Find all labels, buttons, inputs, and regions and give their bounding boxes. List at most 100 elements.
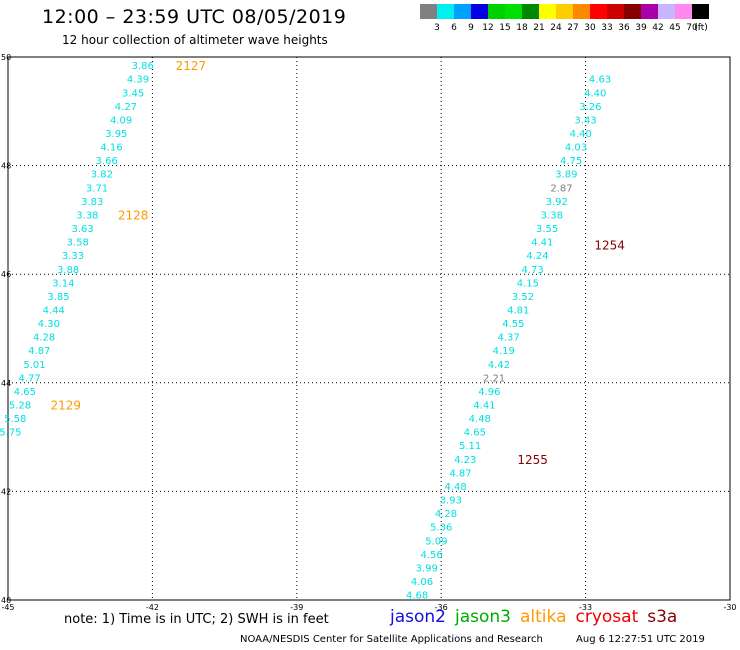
- scale-label: 15: [499, 23, 511, 33]
- wave-height-value: 3.89: [555, 170, 577, 181]
- scale-swatch: [658, 4, 675, 19]
- scale-swatch: [573, 4, 590, 19]
- wave-height-value: 4.09: [110, 115, 132, 126]
- wave-height-value: 3.38: [76, 210, 98, 221]
- y-tick-label: 42: [1, 487, 11, 496]
- chart-title: 12:00 – 23:59 UTC 08/05/2019: [42, 6, 347, 28]
- scale-swatch: [420, 4, 437, 19]
- credit-line: NOAA/NESDIS Center for Satellite Applica…: [240, 634, 705, 645]
- wave-height-value: 4.77: [19, 373, 41, 384]
- pass-time-label: 1254: [594, 238, 625, 252]
- scale-label: 6: [451, 23, 457, 33]
- wave-height-value: 4.96: [478, 387, 500, 398]
- wave-height-value: 4.41: [473, 401, 495, 412]
- wave-height-value: 3.58: [67, 238, 89, 249]
- wave-height-value: 3.33: [62, 251, 84, 262]
- wave-height-value: 4.48: [469, 414, 491, 425]
- wave-height-value: 5.09: [425, 536, 447, 547]
- wave-height-value: 4.87: [449, 468, 471, 479]
- wave-height-value: 4.65: [464, 428, 486, 439]
- scale-swatch: [624, 4, 641, 19]
- pass-time-label: 2127: [176, 59, 207, 73]
- wave-height-value: 3.63: [71, 224, 93, 235]
- y-tick-label: 44: [1, 379, 11, 388]
- legend-altika: altika: [520, 607, 567, 627]
- axis-ticks: -45 -42 -39 -36 -33 -30 40 42 44 46 48 50: [1, 53, 737, 612]
- wave-height-value: 4.27: [115, 102, 137, 113]
- wave-height-value: 2.87: [550, 183, 572, 194]
- scale-label: 12: [482, 23, 494, 33]
- wave-height-value: 4.65: [14, 387, 36, 398]
- scale-swatch: [641, 4, 658, 19]
- wave-height-value: 3.26: [579, 102, 601, 113]
- chart-subtitle: 12 hour collection of altimeter wave hei…: [62, 33, 328, 47]
- grid-lines: [7, 56, 731, 601]
- wave-height-value: 5.36: [430, 523, 452, 534]
- wave-height-value: 4.39: [127, 75, 149, 86]
- wave-height-value: 3.93: [440, 496, 462, 507]
- wave-height-value: 4.42: [488, 360, 510, 371]
- wave-height-value: 4.28: [435, 509, 457, 520]
- legend-s3a: s3a: [647, 607, 678, 627]
- wave-height-value: 4.81: [507, 305, 529, 316]
- wave-height-value: 4.41: [531, 238, 553, 249]
- plot-frame: [7, 56, 731, 601]
- scale-label: 21: [533, 23, 545, 33]
- wave-height-value: 4.40: [570, 129, 592, 140]
- wave-height-value: 4.48: [445, 482, 467, 493]
- scale-label: 30: [584, 23, 596, 33]
- wave-height-value: 3.83: [81, 197, 103, 208]
- scale-swatch: [488, 4, 505, 19]
- y-tick-label: 50: [1, 53, 11, 62]
- scale-label: 36: [618, 23, 630, 33]
- x-tick-label: -39: [290, 603, 303, 612]
- scale-label: 42: [652, 23, 664, 33]
- credit-text: NOAA/NESDIS Center for Satellite Applica…: [240, 634, 543, 645]
- scale-label: 33: [601, 23, 613, 33]
- scale-swatch: [522, 4, 539, 19]
- wave-height-value: 3.85: [47, 292, 69, 303]
- wave-height-value: 4.16: [100, 143, 122, 154]
- scale-label: 70: [686, 23, 698, 33]
- wave-height-value: 5.01: [23, 360, 45, 371]
- wave-height-value: 3.82: [91, 170, 113, 181]
- wave-height-value: 3.71: [86, 183, 108, 194]
- satellite-legend: jason2 jason3 altika cryosat s3a: [390, 607, 686, 627]
- wave-height-value: 3.66: [96, 156, 118, 167]
- scale-label: 3: [434, 23, 440, 33]
- wave-height-value: 4.55: [502, 319, 524, 330]
- wave-height-value: 4.15: [517, 278, 539, 289]
- x-tick-label: -42: [146, 603, 159, 612]
- scale-swatch: [454, 4, 471, 19]
- wave-height-value: 3.52: [512, 292, 534, 303]
- wave-height-value: 3.43: [574, 115, 596, 126]
- wave-height-value: 4.28: [33, 333, 55, 344]
- x-tick-label: -33: [579, 603, 592, 612]
- wave-height-value: 3.99: [416, 563, 438, 574]
- pass-time-label: 2129: [50, 399, 81, 413]
- scale-swatch: [556, 4, 573, 19]
- wave-height-value: 3.86: [132, 61, 154, 72]
- scale-swatch: [505, 4, 522, 19]
- scale-label: 9: [468, 23, 474, 33]
- units-note: note: 1) Time is in UTC; 2) SWH is in fe…: [64, 612, 329, 627]
- x-tick-label: -45: [1, 603, 14, 612]
- y-tick-label: 46: [1, 270, 11, 279]
- pass-time-labels: 212721282129125412551256: [50, 59, 625, 467]
- wave-height-value: 5.58: [4, 414, 26, 425]
- scale-label: 27: [567, 23, 579, 33]
- scale-unit: (ft): [694, 23, 708, 33]
- wave-height-value: 4.19: [493, 346, 515, 357]
- wave-height-value: 5.11: [459, 441, 481, 452]
- wave-height-value: 3.55: [536, 224, 558, 235]
- legend-jason2: jason2: [390, 607, 446, 627]
- wave-height-value: 3.88: [57, 265, 79, 276]
- wave-height-points: 3.86 4.39 3.45 4.27 4.09 3.95 4.16 3.66 3.82 3.71…: [0, 61, 611, 601]
- wave-height-value: 2.21: [483, 373, 505, 384]
- scale-label: 45: [669, 23, 681, 33]
- wave-height-value: 4.23: [454, 455, 476, 466]
- wave-height-value: 4.56: [420, 550, 442, 561]
- wave-height-value: 4.75: [560, 156, 582, 167]
- scale-label: 39: [635, 23, 647, 33]
